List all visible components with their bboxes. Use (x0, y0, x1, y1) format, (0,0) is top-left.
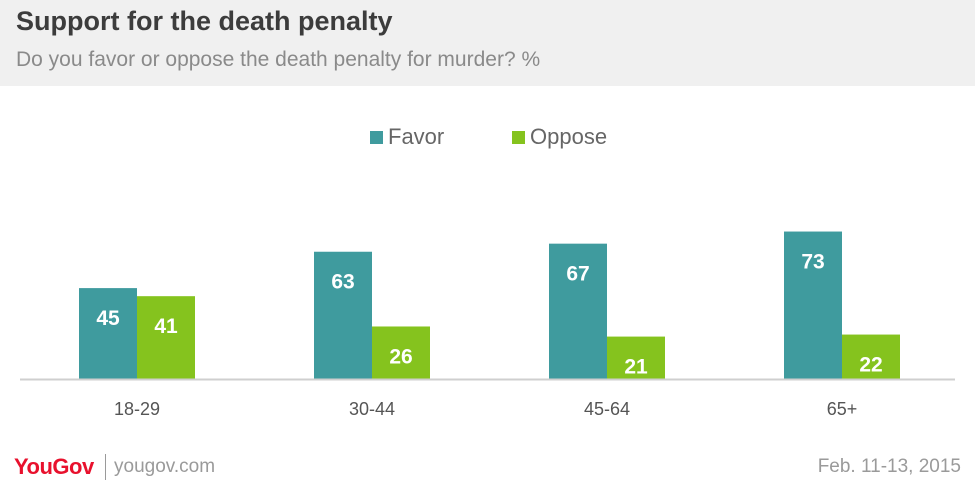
chart-header: Support for the death penalty Do you fav… (0, 0, 975, 86)
footer-site: yougov.com (114, 456, 216, 477)
data-label-favor-45-64: 67 (566, 263, 589, 286)
data-label-favor-18-29: 45 (96, 307, 120, 330)
footer-divider (105, 454, 106, 480)
bar-oppose-30-44 (372, 326, 430, 379)
legend-swatch-oppose (512, 131, 525, 144)
legend-swatch-favor (370, 131, 383, 144)
legend-label-favor: Favor (388, 124, 445, 149)
legend-label-oppose: Oppose (530, 124, 608, 149)
data-label-oppose-45-64: 21 (624, 356, 648, 379)
data-label-favor-30-44: 63 (331, 271, 354, 294)
bar-oppose-45-64 (607, 336, 665, 379)
footer-date: Feb. 11-13, 2015 (817, 456, 961, 477)
data-label-oppose-30-44: 26 (389, 345, 412, 368)
bar-favor-30-44 (314, 251, 372, 379)
x-tick-label-65+: 65+ (827, 399, 858, 419)
bar-oppose-18-29 (137, 296, 195, 379)
chart-title: Support for the death penalty (16, 6, 393, 36)
bar-favor-45-64 (549, 243, 607, 379)
yougov-logo: YouGov (14, 454, 94, 479)
data-label-favor-65+: 73 (801, 251, 824, 274)
bar-favor-18-29 (79, 288, 137, 379)
x-tick-label-30-44: 30-44 (349, 399, 395, 419)
bar-favor-65+ (784, 231, 842, 379)
data-label-oppose-18-29: 41 (154, 315, 178, 338)
bar-oppose-65+ (842, 334, 900, 379)
x-tick-label-18-29: 18-29 (114, 399, 160, 419)
chart-subtitle: Do you favor or oppose the death penalty… (16, 48, 541, 71)
data-label-oppose-65+: 22 (859, 354, 882, 377)
x-tick-label-45-64: 45-64 (584, 399, 630, 419)
